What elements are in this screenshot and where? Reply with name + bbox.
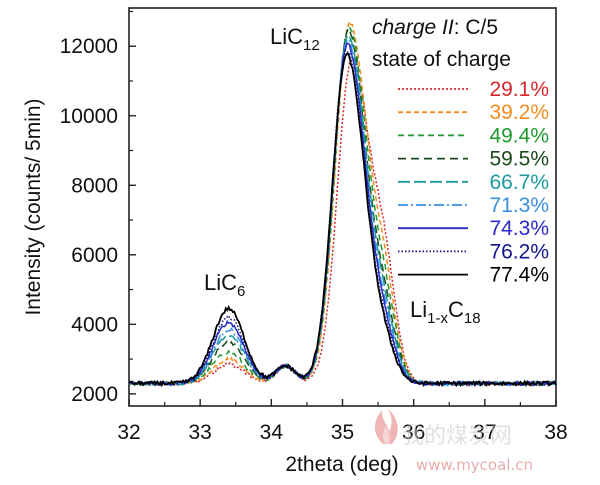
legend-title-rest: : C/5 <box>454 16 498 39</box>
x-tick-label: 36 <box>402 421 425 444</box>
legend-title: charge II: C/5 <box>372 16 498 39</box>
x-tick-label: 34 <box>260 421 284 444</box>
y-tick-label: 12000 <box>60 35 118 58</box>
annotation-lic6-base: LiC <box>204 270 237 295</box>
legend-label: 66.7% <box>489 171 549 194</box>
flame-logo-icon <box>374 409 398 444</box>
series-line <box>128 52 557 388</box>
series-line <box>128 48 557 388</box>
watermark: 我的煤炭网 www.mycoal.cn <box>374 409 533 474</box>
annotation-lic6-sub: 6 <box>237 283 245 300</box>
annotation-li1xc18-sub2: 18 <box>464 310 481 327</box>
annotation-lic12-base: LiC <box>270 24 303 49</box>
annotation-li1xc18-b: C <box>448 297 464 322</box>
legend-label: 49.4% <box>489 124 549 147</box>
annotation-li1xc18: Li1-xC18 <box>410 297 481 327</box>
y-tick-label: 6000 <box>71 244 118 267</box>
annotation-lic6: LiC6 <box>204 270 245 300</box>
y-axis-title: Intensity (counts/ 5min) <box>22 98 45 315</box>
legend: 29.1%39.2%49.4%59.5%66.7%71.3%74.3%76.2%… <box>398 78 549 287</box>
y-tick-label: 10000 <box>60 105 118 128</box>
y-tick-label: 2000 <box>71 383 118 406</box>
legend-label: 76.2% <box>489 240 549 263</box>
annotation-lic12-sub: 12 <box>303 37 320 54</box>
legend-label: 77.4% <box>489 264 549 287</box>
x-tick-label: 33 <box>188 421 211 444</box>
legend-label: 29.1% <box>489 78 549 101</box>
annotation-li1xc18-a: Li <box>410 297 427 322</box>
y-tick-label: 8000 <box>71 174 118 197</box>
legend-label: 39.2% <box>489 101 549 124</box>
x-tick-label: 32 <box>117 421 140 444</box>
x-tick-label: 37 <box>473 421 496 444</box>
series-layer <box>128 19 557 388</box>
annotation-li1xc18-sub1: 1-x <box>427 310 448 327</box>
legend-label: 59.5% <box>489 148 549 171</box>
annotation-lic12: LiC12 <box>270 24 320 54</box>
y-tick-label: 4000 <box>71 313 118 336</box>
axis-layer: 32 33 34 35 36 37 38 2000 4000 6000 8000 10000 12000 <box>60 10 568 444</box>
x-tick-label: 35 <box>331 421 354 444</box>
watermark-text: 我的煤炭网 <box>402 424 512 449</box>
watermark-url: www.mycoal.cn <box>416 456 533 474</box>
legend-label: 71.3% <box>489 194 549 217</box>
legend-title-italic: charge II <box>372 16 454 39</box>
legend-subtitle: state of charge <box>372 48 511 71</box>
x-tick-label: 38 <box>544 421 567 444</box>
x-axis-title: 2theta (deg) <box>285 453 398 476</box>
legend-label: 74.3% <box>489 217 549 240</box>
